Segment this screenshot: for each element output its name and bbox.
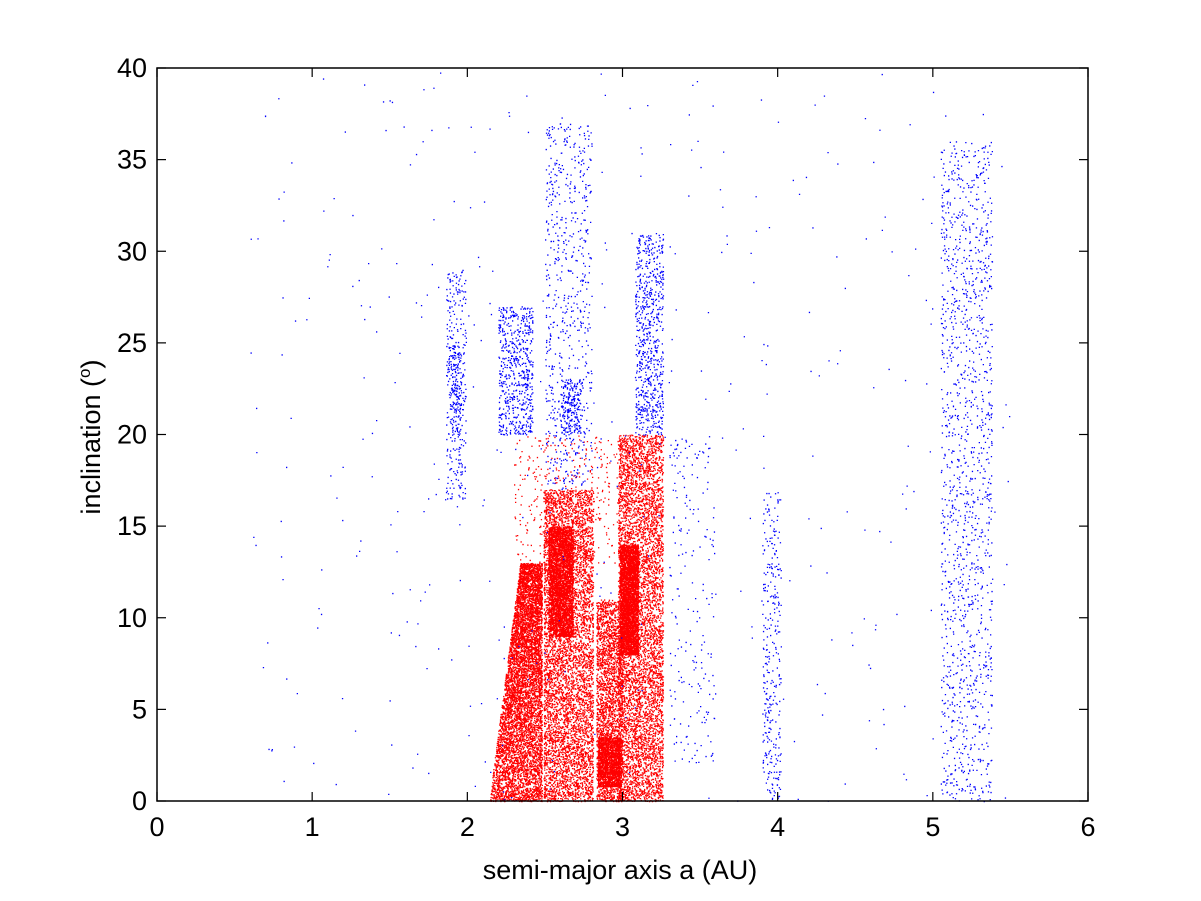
data-points [250,72,1011,803]
x-tick-label: 0 [149,812,164,842]
y-axis-label-close: ) [76,359,106,368]
y-axis-label-text: inclination ( [76,378,106,515]
y-axis-label-degree: o [75,368,94,377]
x-tick-label: 5 [925,812,940,842]
x-axis-label: semi-major axis a (AU) [483,855,758,885]
series-0-points [490,434,665,803]
axis-ticks: 0 1 2 3 4 5 6 0 5 10 15 20 25 30 35 40 [117,53,1096,842]
y-tick-label: 10 [117,603,147,633]
y-axis-label: inclination (o) [75,359,106,514]
x-tick-label: 1 [305,812,320,842]
y-tick-label: 15 [117,511,147,541]
x-tick-label: 6 [1080,812,1095,842]
y-tick-label: 40 [117,53,147,83]
y-tick-label: 30 [117,236,147,266]
y-tick-label: 35 [117,145,147,175]
x-tick-label: 4 [770,812,785,842]
y-tick-label: 0 [132,786,147,816]
y-tick-label: 25 [117,328,147,358]
y-tick-label: 5 [132,694,147,724]
series-0 [490,434,665,803]
x-tick-label: 2 [460,812,475,842]
y-tick-label: 20 [117,420,147,450]
x-tick-label: 3 [615,812,630,842]
